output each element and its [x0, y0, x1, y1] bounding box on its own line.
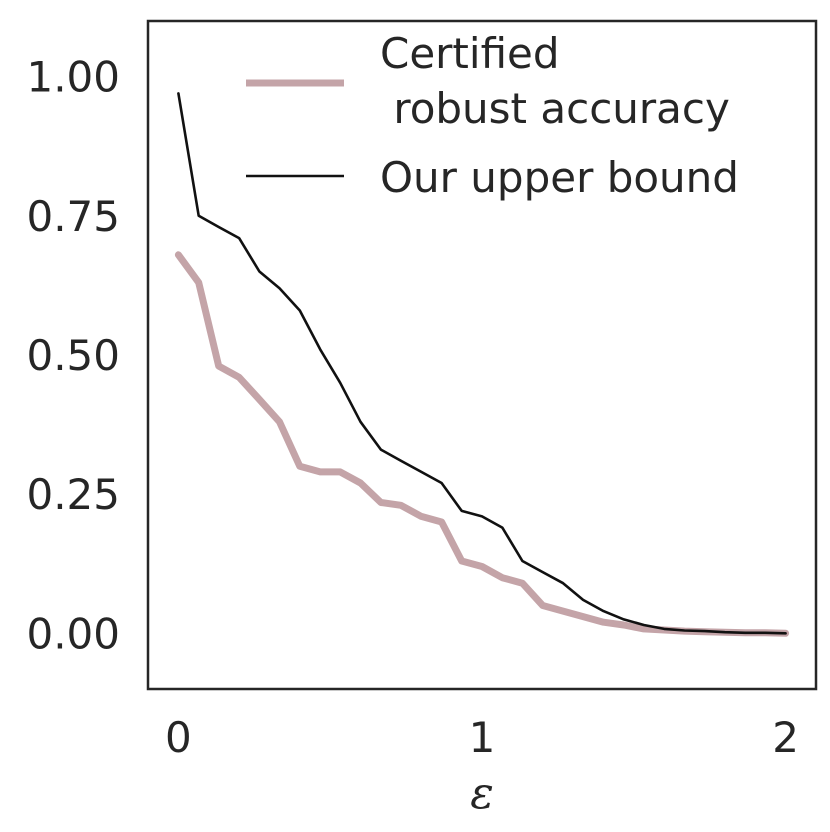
- y-tick-label: 0.25: [26, 470, 120, 519]
- y-axis-ticks: 0.00 0.25 0.50 0.75 1.00: [26, 53, 120, 659]
- series-line-upper-bound: [177, 92, 787, 635]
- legend-label-certified-robust-accuracy: Certified robust accuracy: [380, 29, 730, 133]
- legend: Certified robust accuracy Our upper bound: [246, 29, 739, 202]
- x-tick-label: 2: [772, 713, 799, 762]
- series-line-certified-robust-accuracy: [174, 251, 790, 637]
- legend-label-upper-bound: Our upper bound: [380, 153, 739, 202]
- x-axis-ticks: 0 1 2: [165, 713, 799, 762]
- plot-area: [174, 92, 790, 637]
- x-tick-label: 0: [165, 713, 192, 762]
- x-axis-label: ε: [470, 768, 494, 819]
- y-tick-label: 0.00: [26, 609, 120, 658]
- x-tick-label: 1: [469, 713, 496, 762]
- y-tick-label: 1.00: [26, 53, 120, 102]
- y-tick-label: 0.75: [26, 192, 120, 241]
- y-tick-label: 0.50: [26, 331, 120, 380]
- plot-frame: [146, 19, 818, 691]
